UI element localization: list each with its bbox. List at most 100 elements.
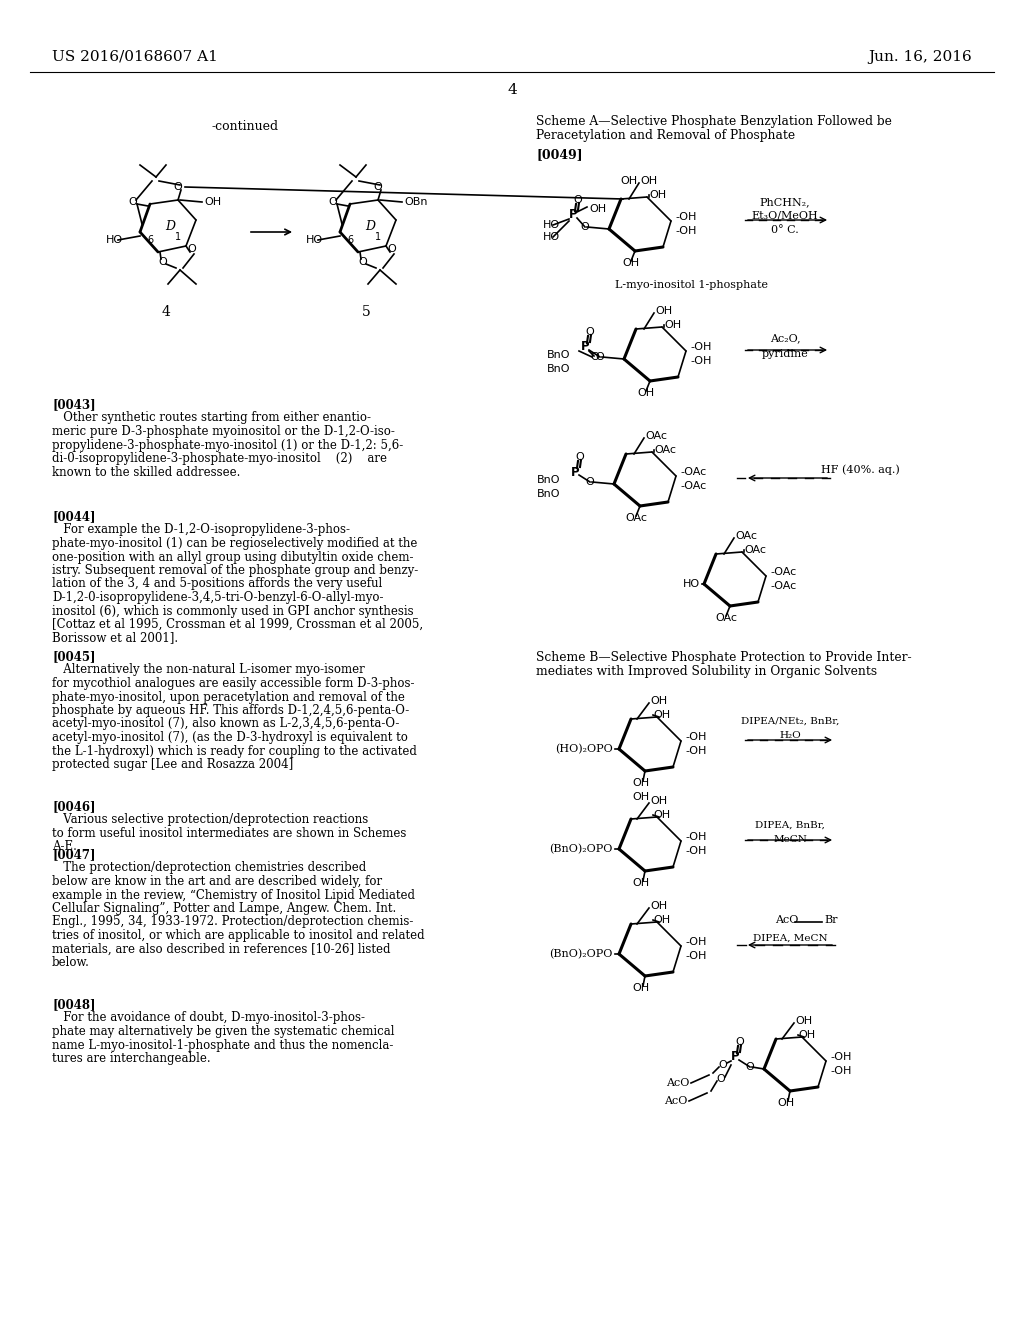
- Text: OH: OH: [621, 176, 638, 186]
- Text: -OAc: -OAc: [680, 480, 707, 491]
- Text: OBn: OBn: [404, 197, 427, 207]
- Text: [0045]: [0045]: [52, 649, 95, 663]
- Text: below.: below.: [52, 956, 90, 969]
- Text: Scheme B—Selective Phosphate Protection to Provide Inter-: Scheme B—Selective Phosphate Protection …: [536, 652, 911, 664]
- Text: 4: 4: [507, 83, 517, 96]
- Text: OH: OH: [653, 710, 670, 719]
- Text: P: P: [568, 209, 578, 222]
- Text: Peracetylation and Removal of Phosphate: Peracetylation and Removal of Phosphate: [536, 129, 795, 143]
- Text: O: O: [735, 1038, 744, 1047]
- Text: Br: Br: [824, 915, 838, 925]
- Text: Ac₂O,: Ac₂O,: [770, 333, 801, 343]
- Text: OH: OH: [650, 902, 667, 911]
- Text: one-position with an allyl group using dibutyltin oxide chem-: one-position with an allyl group using d…: [52, 550, 414, 564]
- Text: OH: OH: [777, 1098, 795, 1107]
- Text: OH: OH: [633, 983, 649, 993]
- Text: [0049]: [0049]: [536, 149, 583, 161]
- Text: -OH: -OH: [685, 950, 707, 961]
- Text: tures are interchangeable.: tures are interchangeable.: [52, 1052, 211, 1065]
- Text: materials, are also described in references [10-26] listed: materials, are also described in referen…: [52, 942, 390, 956]
- Text: For the avoidance of doubt, D-myo-inositol-3-phos-: For the avoidance of doubt, D-myo-inosit…: [52, 1011, 365, 1024]
- Text: -OH: -OH: [685, 832, 707, 842]
- Text: O: O: [575, 451, 585, 462]
- Text: O: O: [719, 1060, 727, 1071]
- Text: Borissow et al 2001].: Borissow et al 2001].: [52, 631, 178, 644]
- Text: P: P: [570, 466, 580, 479]
- Text: phate-myo-inositol (1) can be regioselectively modified at the: phate-myo-inositol (1) can be regioselec…: [52, 537, 418, 550]
- Text: P: P: [581, 341, 590, 354]
- Text: (BnO)₂OPO: (BnO)₂OPO: [550, 843, 613, 854]
- Text: -OH: -OH: [690, 342, 712, 352]
- Text: AcO: AcO: [666, 1078, 689, 1088]
- Text: Et₃O/MeOH: Et₃O/MeOH: [752, 211, 818, 220]
- Text: (HO)₂OPO: (HO)₂OPO: [555, 744, 613, 754]
- Text: [Cottaz et al 1995, Crossman et al 1999, Crossman et al 2005,: [Cottaz et al 1995, Crossman et al 1999,…: [52, 618, 423, 631]
- Text: HF (40%. aq.): HF (40%. aq.): [820, 465, 899, 475]
- Text: OAc: OAc: [735, 531, 757, 541]
- Text: tries of inositol, or which are applicable to inositol and related: tries of inositol, or which are applicab…: [52, 929, 425, 942]
- Text: Alternatively the non-natural L-isomer myo-isomer: Alternatively the non-natural L-isomer m…: [52, 664, 365, 676]
- Text: O: O: [591, 352, 599, 362]
- Text: Cellular Signaling”, Potter and Lampe, Angew. Chem. Int.: Cellular Signaling”, Potter and Lampe, A…: [52, 902, 396, 915]
- Text: OAc: OAc: [715, 612, 737, 623]
- Text: O: O: [717, 1074, 725, 1084]
- Text: OH: OH: [664, 319, 681, 330]
- Text: OH: OH: [589, 205, 606, 214]
- Text: L-myo-inositol 1-phosphate: L-myo-inositol 1-phosphate: [615, 280, 768, 290]
- Text: O: O: [374, 182, 382, 191]
- Text: [0048]: [0048]: [52, 998, 95, 1011]
- Text: AcO: AcO: [775, 915, 799, 925]
- Text: HO: HO: [683, 579, 700, 589]
- Text: -OAc: -OAc: [770, 581, 797, 591]
- Text: -OH: -OH: [690, 356, 712, 366]
- Text: O: O: [595, 352, 604, 362]
- Text: O: O: [159, 257, 167, 267]
- Text: H₂O: H₂O: [779, 730, 801, 739]
- Text: OH: OH: [633, 792, 649, 803]
- Text: -continued: -continued: [211, 120, 279, 133]
- Text: [0044]: [0044]: [52, 510, 95, 523]
- Text: O: O: [573, 195, 583, 205]
- Text: DIPEA, MeCN: DIPEA, MeCN: [753, 933, 827, 942]
- Text: -OH: -OH: [685, 733, 707, 742]
- Text: DIPEA, BnBr,: DIPEA, BnBr,: [755, 821, 825, 829]
- Text: -OH: -OH: [675, 226, 696, 236]
- Text: 6: 6: [146, 235, 153, 246]
- Text: OH: OH: [798, 1030, 815, 1040]
- Text: D: D: [365, 220, 375, 234]
- Text: OH: OH: [633, 878, 649, 888]
- Text: HO: HO: [543, 220, 560, 230]
- Text: BnO: BnO: [547, 364, 570, 374]
- Text: A-E.: A-E.: [52, 841, 77, 854]
- Text: OAc: OAc: [654, 445, 676, 455]
- Text: 4: 4: [162, 305, 170, 319]
- Text: mediates with Improved Solubility in Organic Solvents: mediates with Improved Solubility in Org…: [536, 665, 878, 678]
- Text: DIPEA/NEt₂, BnBr,: DIPEA/NEt₂, BnBr,: [740, 717, 840, 726]
- Text: O: O: [329, 197, 337, 207]
- Text: HO: HO: [306, 235, 324, 246]
- Text: O: O: [586, 327, 594, 337]
- Text: Engl., 1995, 34, 1933-1972. Protection/deprotection chemis-: Engl., 1995, 34, 1933-1972. Protection/d…: [52, 916, 414, 928]
- Text: 6: 6: [347, 235, 353, 246]
- Text: O: O: [174, 182, 182, 191]
- Text: D: D: [165, 220, 175, 234]
- Text: below are know in the art and are described widely, for: below are know in the art and are descri…: [52, 875, 382, 888]
- Text: -OH: -OH: [685, 846, 707, 855]
- Text: name L-myo-inositol-1-phosphate and thus the nomencla-: name L-myo-inositol-1-phosphate and thus…: [52, 1039, 393, 1052]
- Text: -OAc: -OAc: [680, 467, 707, 477]
- Text: -OH: -OH: [685, 937, 707, 946]
- Text: HO: HO: [543, 232, 560, 242]
- Text: [0046]: [0046]: [52, 800, 95, 813]
- Text: OAc: OAc: [625, 513, 647, 523]
- Text: phosphate by aqueous HF. This affords D-1,2,4,5,6-penta-O-: phosphate by aqueous HF. This affords D-…: [52, 704, 410, 717]
- Text: BnO: BnO: [537, 488, 560, 499]
- Text: 1: 1: [175, 232, 181, 242]
- Text: the L-1-hydroxyl) which is ready for coupling to the activated: the L-1-hydroxyl) which is ready for cou…: [52, 744, 417, 758]
- Text: BnO: BnO: [547, 350, 570, 360]
- Text: OH: OH: [637, 388, 654, 399]
- Text: OH: OH: [653, 810, 670, 820]
- Text: OH: OH: [633, 777, 649, 788]
- Text: meric pure D-3-phosphate myoinositol or the D-1,2-O-iso-: meric pure D-3-phosphate myoinositol or …: [52, 425, 395, 438]
- Text: (BnO)₂OPO: (BnO)₂OPO: [550, 949, 613, 960]
- Text: MeCN: MeCN: [773, 834, 807, 843]
